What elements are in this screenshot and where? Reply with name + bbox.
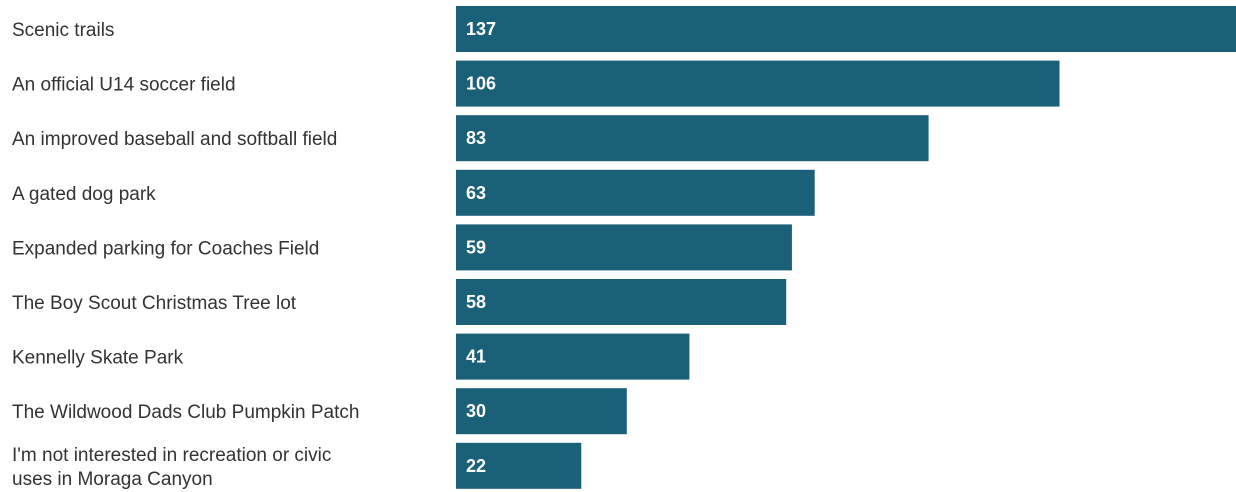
- category-label-7: The Wildwood Dads Club Pumpkin Patch: [12, 402, 359, 423]
- bar-5: [456, 279, 787, 325]
- bar-2: [456, 115, 929, 162]
- bar-value-label-2: 83: [466, 128, 486, 148]
- bar-7: [456, 388, 627, 435]
- bar-value-label-8: 22: [466, 456, 486, 476]
- category-label-4: Expanded parking for Coaches Field: [12, 238, 319, 259]
- bar-value-label-0: 137: [466, 19, 496, 39]
- category-label-6: Kennelly Skate Park: [12, 348, 184, 369]
- category-label-0: Scenic trails: [12, 20, 114, 41]
- bar-value-label-4: 59: [466, 237, 486, 257]
- bar-1: [456, 60, 1060, 107]
- category-label-1: An official U14 soccer field: [12, 75, 236, 96]
- category-label-8: I'm not interested in recreation or civi…: [12, 445, 331, 490]
- bar-value-label-7: 30: [466, 401, 486, 421]
- bar-3: [456, 169, 815, 216]
- bar-4: [456, 224, 792, 271]
- category-label-2: An improved baseball and softball field: [12, 129, 337, 150]
- bar-6: [456, 333, 690, 380]
- category-label-5: The Boy Scout Christmas Tree lot: [12, 293, 297, 314]
- bar-8: [456, 442, 582, 489]
- bar-value-label-1: 106: [466, 74, 496, 94]
- bar-0: [456, 6, 1236, 52]
- bar-value-label-6: 41: [466, 347, 486, 367]
- category-label-3: A gated dog park: [12, 184, 156, 205]
- bar-value-label-5: 58: [466, 292, 486, 312]
- bar-value-label-3: 63: [466, 183, 486, 203]
